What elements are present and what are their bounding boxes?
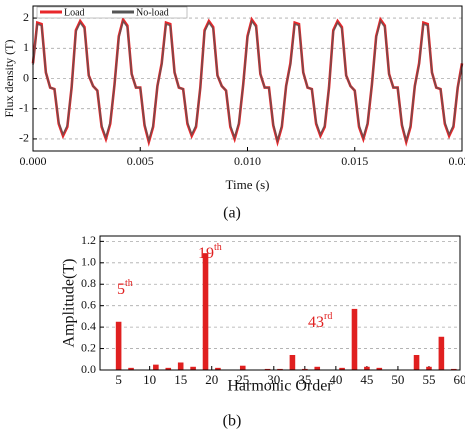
x-tick-label: 0.010 (234, 154, 261, 168)
annotation-text: 5 (117, 281, 125, 298)
bar (264, 368, 271, 370)
y-tick-label: 0.2 (81, 340, 96, 354)
plot-frame (32, 5, 463, 152)
bar (277, 368, 283, 370)
y-axis-label: Flux density (T) (2, 40, 16, 118)
x-tick-label: 5 (115, 372, 122, 387)
bar (351, 308, 358, 370)
caption: (a) (223, 205, 241, 222)
y-tick-label: 1 (23, 40, 29, 54)
bar (438, 336, 445, 370)
annotation: 43rd (308, 311, 332, 330)
y-tick-label: 0.0 (81, 362, 96, 376)
annotation: 5th (117, 278, 133, 297)
y-tick-label: -1 (19, 100, 29, 114)
bar (202, 253, 209, 370)
annotation-sup: th (214, 242, 222, 253)
legend-label: Load (64, 7, 85, 18)
y-tick-label: 0.6 (81, 297, 96, 311)
x-tick-label: 25 (236, 372, 249, 387)
bar (364, 366, 370, 370)
y-axis-label: Amplitude(T) (61, 259, 78, 348)
x-tick-label: 0.005 (127, 154, 154, 168)
x-tick-label: 20 (205, 372, 218, 387)
annotation-text: 43 (308, 314, 324, 331)
x-tick-label: 0.000 (20, 154, 47, 168)
y-tick-label: 1.0 (81, 255, 96, 269)
bar (413, 354, 420, 370)
x-tick-label: 60 (454, 372, 465, 387)
x-axis-label: Time (s) (226, 177, 270, 192)
x-tick-label: 35 (298, 372, 311, 387)
y-tick-label: -2 (19, 131, 29, 145)
y-tick-label: 2 (23, 10, 29, 24)
bar (302, 368, 308, 370)
x-tick-label: 55 (422, 372, 435, 387)
bar (289, 354, 296, 370)
x-tick-label: 0.015 (341, 154, 368, 168)
bar (314, 366, 321, 370)
y-tick-label: 0.8 (81, 276, 96, 290)
x-tick-label: 30 (267, 372, 280, 387)
x-axis-label: Harmonic Order (227, 378, 333, 395)
bar (115, 321, 122, 370)
plot-frame (99, 235, 461, 371)
bar (339, 367, 345, 370)
y-tick-label: 0 (23, 70, 29, 84)
y-tick-label: 0.4 (81, 319, 96, 333)
legend-label: No-load (136, 7, 169, 18)
bar (426, 366, 432, 370)
y-tick-label: 1.2 (81, 233, 96, 247)
bar (153, 364, 159, 370)
annotation-sup: rd (324, 311, 332, 322)
x-tick-label: 40 (329, 372, 342, 387)
bar (190, 366, 196, 370)
caption: (b) (223, 413, 242, 430)
x-tick-label: 15 (174, 372, 187, 387)
x-tick-label: 10 (143, 372, 156, 387)
bar (165, 367, 172, 370)
bar (177, 362, 184, 370)
annotation-sup: th (125, 278, 133, 289)
bar (215, 367, 221, 370)
bar (451, 368, 457, 370)
line-series (32, 19, 463, 144)
annotation-text: 19 (198, 245, 214, 262)
x-tick-label: 45 (360, 372, 373, 387)
annotation: 19th (198, 242, 222, 261)
bar (128, 367, 134, 370)
bar (376, 367, 383, 370)
x-tick-label: 50 (391, 372, 404, 387)
bar (239, 365, 246, 370)
x-tick-label: 0.020 (449, 154, 465, 168)
